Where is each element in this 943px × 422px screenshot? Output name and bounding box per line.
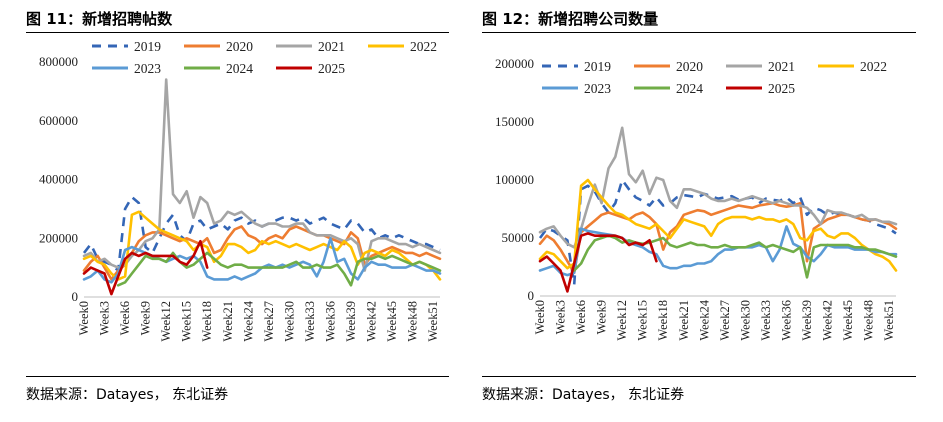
legend-label-2022: 2022 xyxy=(860,59,887,74)
x-tick-label: Week51 xyxy=(882,300,896,341)
x-tick-label: Week24 xyxy=(241,300,255,341)
legend-label-2019: 2019 xyxy=(584,59,611,74)
figure-11-source: 数据来源：Datayes， 东北证券 xyxy=(26,387,229,403)
x-tick-label: Week45 xyxy=(385,301,399,342)
series-line-2022 xyxy=(82,210,442,281)
legend-label-2022: 2022 xyxy=(410,39,437,54)
x-tick-label: Week48 xyxy=(862,300,876,341)
x-tick-label: Week9 xyxy=(595,300,609,334)
x-tick-label: Week0 xyxy=(77,301,91,335)
x-tick-label: Week6 xyxy=(118,301,132,335)
y-tick-label: 200000 xyxy=(495,56,534,71)
series-line-2025 xyxy=(538,232,658,293)
figure-12-panel: 图 12：新增招聘公司数量 0 50000 100000 150000 200000 We… xyxy=(478,0,943,422)
x-tick-label: Week39 xyxy=(800,300,814,341)
legend-label-2019: 2019 xyxy=(134,39,161,54)
series-line-2022 xyxy=(538,178,898,272)
legend-label-2024: 2024 xyxy=(226,61,253,76)
bottom-rule xyxy=(26,376,449,377)
x-tick-label: Week39 xyxy=(344,301,358,342)
x-tick-label: Week42 xyxy=(821,300,835,341)
y-tick-label: 600000 xyxy=(39,113,78,128)
legend-label-2023: 2023 xyxy=(134,61,161,76)
x-tick-label: Week42 xyxy=(365,301,379,342)
x-tick-label: Week36 xyxy=(323,301,337,342)
x-tick-label: Week33 xyxy=(759,300,773,341)
x-tick-label: Week48 xyxy=(406,301,420,342)
legend-label-2021: 2021 xyxy=(768,59,795,74)
x-tick-label: Week12 xyxy=(159,301,173,342)
legend-label-2025: 2025 xyxy=(768,81,795,96)
series-line-2024 xyxy=(116,251,442,287)
legend-label-2020: 2020 xyxy=(226,39,253,54)
x-tick-label: Week51 xyxy=(426,301,440,342)
series-line-2020 xyxy=(82,225,442,281)
figure-11-panel: 图 11：新增招聘帖数 0 200000 400000 600000 800000 Wee… xyxy=(0,0,465,422)
series-line-2020 xyxy=(538,201,898,275)
series-line-2021 xyxy=(82,78,442,272)
series-line-2024 xyxy=(572,234,898,279)
x-tick-label: Week33 xyxy=(303,301,317,342)
figure-12-source: 数据来源：Datayes， 东北证券 xyxy=(482,387,685,403)
x-tick-label: Week21 xyxy=(221,301,235,342)
legend-label-2024: 2024 xyxy=(676,81,703,96)
legend-label-2020: 2020 xyxy=(676,59,703,74)
x-tick-label: Week15 xyxy=(636,300,650,341)
x-tick-label: Week24 xyxy=(697,299,711,340)
y-tick-label: 150000 xyxy=(495,114,534,129)
legend-label-2025: 2025 xyxy=(318,61,345,76)
x-tick-label: Week30 xyxy=(282,301,296,342)
x-tick-label: Week27 xyxy=(718,300,732,341)
y-tick-label: 100000 xyxy=(495,172,534,187)
y-tick-label: 0 xyxy=(528,288,535,303)
y-tick-label: 800000 xyxy=(39,54,78,69)
y-tick-label: 200000 xyxy=(39,230,78,245)
legend-label-2021: 2021 xyxy=(318,39,345,54)
x-tick-label: Week27 xyxy=(262,301,276,342)
x-tick-label: Week15 xyxy=(180,301,194,342)
x-tick-label: Week36 xyxy=(779,300,793,341)
series-line-2023 xyxy=(538,225,898,277)
x-tick-label: Week12 xyxy=(615,300,629,341)
top-rule xyxy=(482,32,916,33)
figure-12-chart: 0 50000 100000 150000 200000 Week0 Week3 Week6 W… xyxy=(495,56,898,341)
x-tick-label: Week0 xyxy=(533,300,547,334)
bottom-rule xyxy=(482,376,916,377)
x-tick-label: Week9 xyxy=(139,301,153,335)
x-tick-label: Week18 xyxy=(656,300,670,341)
x-tick-label: Week21 xyxy=(677,300,691,341)
x-tick-label: Week3 xyxy=(98,301,112,335)
series-line-2021 xyxy=(538,126,898,249)
x-tick-label: Week30 xyxy=(738,300,752,341)
series-line-2025 xyxy=(82,239,209,296)
x-tick-label: Week18 xyxy=(200,301,214,342)
figure-12-title: 图 12：新增招聘公司数量 xyxy=(482,10,659,28)
x-tick-label: Week3 xyxy=(554,300,568,334)
figure-11-title: 图 11：新增招聘帖数 xyxy=(26,10,173,28)
top-rule xyxy=(26,32,449,33)
y-tick-label: 400000 xyxy=(39,172,78,187)
legend-label-2023: 2023 xyxy=(584,81,611,96)
figure-11-chart: 0 200000 400000 600000 800000 Week0 Week3 Week6… xyxy=(39,39,442,342)
y-tick-label: 0 xyxy=(72,289,79,304)
x-tick-label: Week45 xyxy=(841,300,855,341)
x-tick-label: Week6 xyxy=(574,300,588,334)
y-tick-label: 50000 xyxy=(502,230,535,245)
